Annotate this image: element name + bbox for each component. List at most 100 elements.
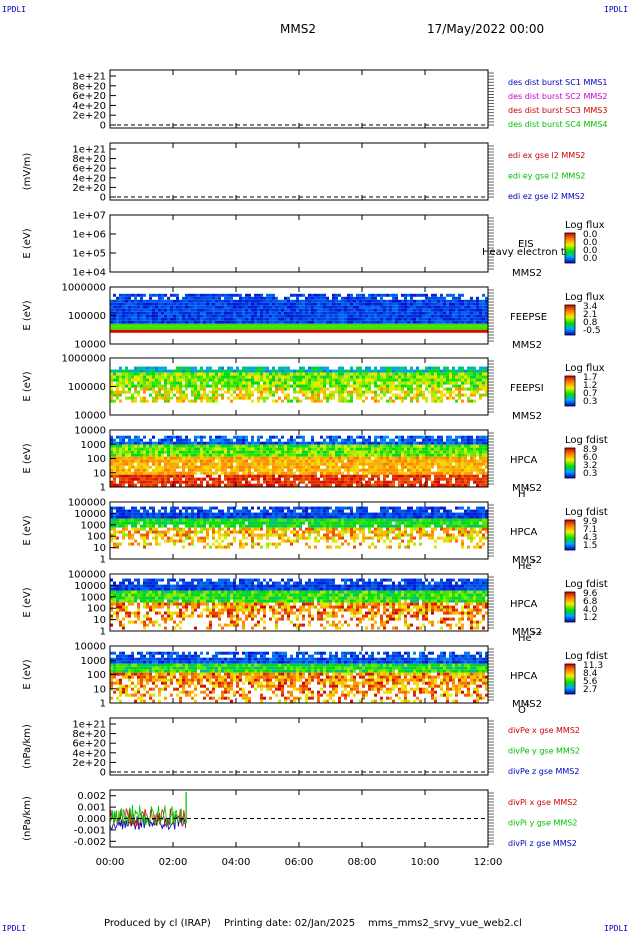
heatmap-cell [233, 456, 236, 460]
heatmap-cell [302, 372, 305, 376]
heatmap-cell [350, 399, 353, 403]
heatmap-cell [380, 378, 383, 382]
heatmap-cell [416, 381, 419, 385]
heatmap-cell [392, 456, 395, 460]
heatmap-cell [263, 305, 266, 309]
heatmap-cell [296, 308, 299, 312]
heatmap-cell [287, 320, 290, 324]
heatmap-cell [455, 381, 458, 385]
heatmap-cell [263, 329, 266, 333]
heatmap-cell [410, 447, 413, 451]
heatmap-cell [248, 375, 251, 379]
heatmap-cell [263, 384, 266, 388]
heatmap-cell [401, 311, 404, 315]
heatmap-cell [374, 444, 377, 448]
heatmap-cell [194, 435, 197, 439]
heatmap-cell [404, 477, 407, 481]
heatmap-cell [473, 378, 476, 382]
heatmap-cell [458, 450, 461, 454]
heatmap-cell [344, 441, 347, 445]
heatmap-cell [116, 465, 119, 469]
heatmap-cell [269, 474, 272, 478]
heatmap-cell [455, 320, 458, 324]
heatmap-cell [473, 450, 476, 454]
heatmap-cell [134, 399, 137, 403]
heatmap-cell [410, 317, 413, 321]
heatmap-cell [389, 369, 392, 373]
heatmap-cell [194, 459, 197, 463]
heatmap-cell [428, 302, 431, 306]
heatmap-cell [137, 320, 140, 324]
heatmap-cell [311, 293, 314, 297]
heatmap-cell [416, 396, 419, 400]
heatmap-cell [308, 329, 311, 333]
heatmap-cell [227, 381, 230, 385]
heatmap-cell [299, 311, 302, 315]
heatmap-cell [314, 305, 317, 309]
heatmap-cell [332, 441, 335, 445]
heatmap-cell [296, 320, 299, 324]
heatmap-cell [239, 302, 242, 306]
heatmap-cell [275, 378, 278, 382]
heatmap-cell [194, 512, 197, 516]
heatmap-cell [155, 299, 158, 303]
heatmap-cell [326, 317, 329, 321]
heatmap-cell [320, 444, 323, 448]
heatmap-cell [173, 320, 176, 324]
heatmap-cell [182, 471, 185, 475]
heatmap-cell [212, 471, 215, 475]
heatmap-cell [335, 477, 338, 481]
heatmap-cell [443, 465, 446, 469]
heatmap-cell [158, 311, 161, 315]
heatmap-cell [326, 483, 329, 487]
heatmap-cell [131, 320, 134, 324]
heatmap-cell [242, 296, 245, 300]
heatmap-cell [236, 471, 239, 475]
heatmap-cell [446, 477, 449, 481]
heatmap-cell [449, 396, 452, 400]
heatmap-cell [302, 480, 305, 484]
heatmap-cell [245, 396, 248, 400]
heatmap-cell [332, 320, 335, 324]
heatmap-cell [374, 323, 377, 327]
heatmap-cell [272, 444, 275, 448]
heatmap-cell [332, 450, 335, 454]
heatmap-cell [380, 369, 383, 373]
heatmap-cell [233, 305, 236, 309]
heatmap-cell [374, 299, 377, 303]
heatmap-cell [332, 302, 335, 306]
heatmap-cell [335, 378, 338, 382]
heatmap-cell [194, 450, 197, 454]
heatmap-cell [407, 462, 410, 466]
heatmap-cell [398, 456, 401, 460]
heatmap-cell [308, 375, 311, 379]
heatmap-cell [392, 302, 395, 306]
heatmap-cell [272, 302, 275, 306]
heatmap-cell [371, 314, 374, 318]
heatmap-cell [485, 302, 488, 306]
heatmap-cell [284, 480, 287, 484]
heatmap-cell [194, 302, 197, 306]
heatmap-cell [173, 468, 176, 472]
heatmap-cell [278, 438, 281, 442]
heatmap-cell [365, 450, 368, 454]
heatmap-cell [191, 465, 194, 469]
heatmap-cell [368, 311, 371, 315]
heatmap-cell [203, 471, 206, 475]
heatmap-cell [305, 299, 308, 303]
heatmap-cell [443, 387, 446, 391]
heatmap-cell [335, 323, 338, 327]
heatmap-cell [194, 453, 197, 457]
heatmap-cell [221, 456, 224, 460]
heatmap-cell [410, 471, 413, 475]
heatmap-cell [200, 369, 203, 373]
heatmap-cell [326, 396, 329, 400]
heatmap-cell [170, 483, 173, 487]
heatmap-cell [464, 477, 467, 481]
heatmap-cell [440, 299, 443, 303]
heatmap-cell [308, 459, 311, 463]
heatmap-cell [368, 323, 371, 327]
heatmap-cell [164, 375, 167, 379]
heatmap-cell [335, 462, 338, 466]
heatmap-cell [485, 387, 488, 391]
